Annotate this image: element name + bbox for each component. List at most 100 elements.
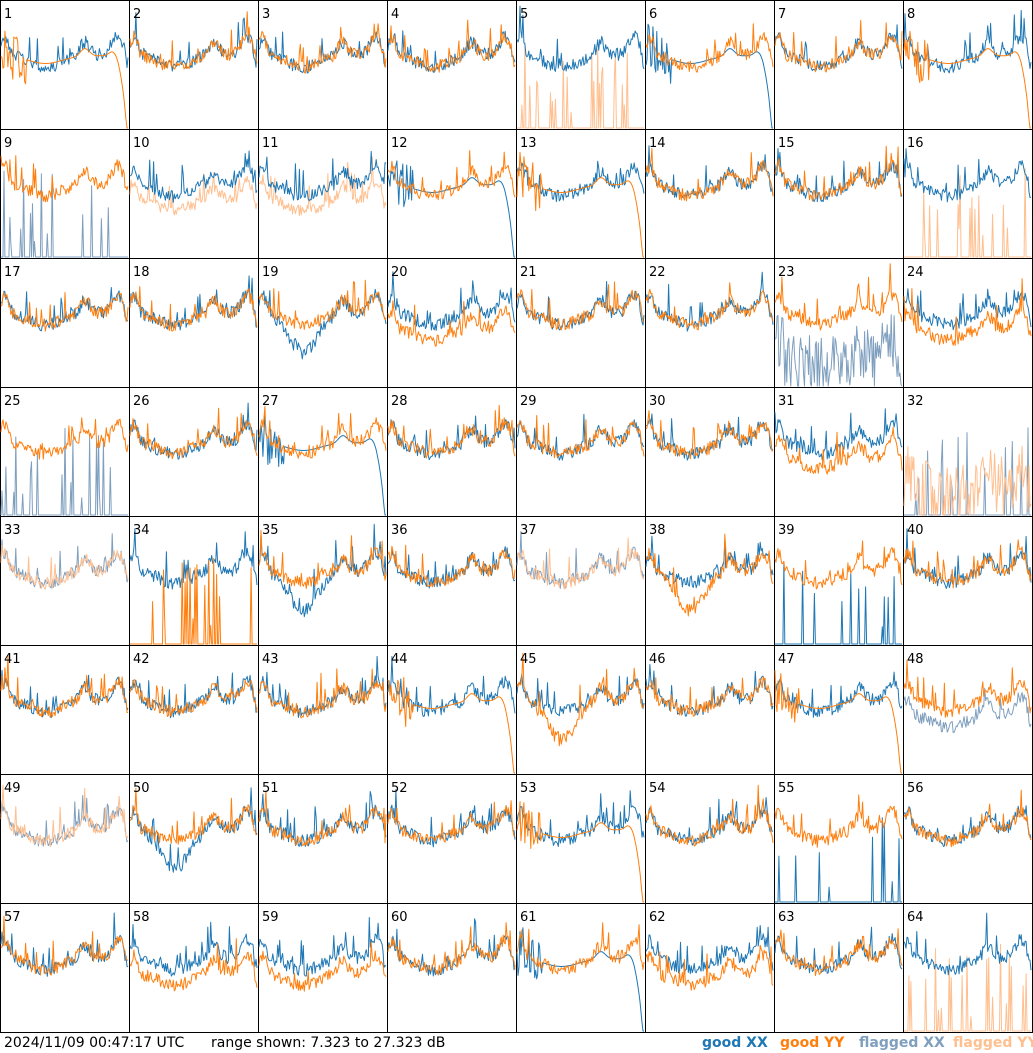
panel-13: 13	[516, 129, 646, 259]
panel-label: 20	[391, 265, 408, 280]
series-yy-good	[387, 300, 516, 347]
series-yy-good	[774, 145, 903, 202]
series-yy-good	[258, 941, 387, 992]
series-xx-good	[903, 148, 1032, 203]
series-yy-good	[258, 23, 387, 74]
panel-label: 60	[391, 910, 408, 925]
series-yy-good	[645, 23, 774, 73]
footer: 2024/11/09 00:47:17 UTC range shown: 7.3…	[0, 1033, 1033, 1053]
series-yy-good	[258, 790, 387, 846]
series-yy-good	[0, 417, 129, 460]
series-yy-good	[903, 789, 1032, 848]
panel-label: 38	[649, 523, 666, 538]
panel-frame	[645, 258, 775, 388]
panel-label: 4	[391, 7, 399, 22]
panel-label: 49	[4, 781, 21, 796]
range-shown: range shown: 7.323 to 27.323 dB	[211, 1035, 446, 1051]
panel-label: 55	[778, 781, 795, 796]
panel-frame	[645, 129, 775, 259]
series-yy-good	[387, 800, 516, 844]
series-yy-good	[129, 11, 258, 71]
series-xx-good	[645, 145, 774, 200]
panel-frame	[387, 387, 517, 517]
panel-55: 55	[774, 774, 904, 904]
series-yy-flagged	[516, 537, 645, 590]
panel-label: 27	[262, 394, 279, 409]
series-xx-good	[645, 271, 774, 332]
series-yy-good	[130, 557, 257, 645]
panel-label: 23	[778, 265, 795, 280]
series-xx-good	[129, 402, 258, 460]
series-xx-good	[258, 150, 387, 202]
panel-62: 62	[645, 903, 775, 1033]
series-yy-good	[129, 407, 258, 460]
panel-39: 39	[774, 516, 904, 646]
panel-label: 37	[520, 523, 537, 538]
panel-frame	[258, 516, 388, 646]
panel-8: 8	[903, 0, 1033, 130]
series-yy-good	[645, 410, 774, 460]
series-xx-good	[258, 523, 387, 618]
series-xx-flagged	[1, 170, 128, 258]
panel-frame	[387, 0, 517, 130]
panel-label: 32	[907, 394, 924, 409]
panel-frame	[645, 387, 775, 517]
panel-label: 5	[520, 7, 528, 22]
series-yy-good	[774, 263, 903, 331]
series-yy-good	[774, 670, 902, 774]
series-yy-good	[0, 915, 129, 976]
panel-54: 54	[645, 774, 775, 904]
panel-45: 45	[516, 645, 646, 775]
series-yy-flagged	[903, 445, 1032, 516]
panel-label: 57	[4, 910, 21, 925]
panel-49: 49	[0, 774, 130, 904]
panel-43: 43	[258, 645, 388, 775]
series-xx-good	[775, 561, 902, 645]
panel-64: 64	[903, 903, 1033, 1033]
panel-label: 46	[649, 652, 666, 667]
series-xx-flagged	[0, 428, 128, 516]
panel-frame	[516, 129, 646, 259]
panel-35: 35	[258, 516, 388, 646]
panel-12: 12	[387, 129, 517, 259]
series-yy-good	[129, 938, 258, 992]
series-xx-good	[387, 918, 516, 977]
panel-36: 36	[387, 516, 517, 646]
panel-1: 1	[0, 0, 130, 130]
panel-label: 63	[778, 910, 795, 925]
panel-label: 17	[4, 265, 21, 280]
timestamp: 2024/11/09 00:47:17 UTC	[4, 1035, 185, 1051]
series-xx-good	[387, 546, 516, 589]
panel-37: 37	[516, 516, 646, 646]
panel-label: 48	[907, 652, 924, 667]
series-yy-good	[516, 281, 645, 331]
legend-flagged-yy: flagged YY	[953, 1035, 1033, 1051]
panel-frame	[258, 903, 388, 1033]
panel-frame	[774, 516, 904, 646]
series-yy-good	[387, 150, 516, 201]
panel-label: 25	[4, 394, 21, 409]
series-yy-good	[774, 540, 903, 590]
panel-label: 42	[133, 652, 150, 667]
panel-label: 50	[133, 781, 150, 796]
panel-frame	[645, 0, 775, 130]
series-yy-good	[0, 155, 129, 203]
panel-label: 15	[778, 136, 795, 151]
legend-good-yy: good YY	[780, 1035, 845, 1051]
series-yy-good	[903, 659, 1032, 718]
series-yy-flagged	[0, 784, 129, 848]
panel-label: 6	[649, 7, 657, 22]
legend-good-xx: good XX	[702, 1035, 768, 1051]
panel-frame	[774, 0, 904, 130]
panel-label: 7	[778, 7, 786, 22]
panel-34: 34	[129, 516, 259, 646]
series-yy-good	[387, 922, 516, 976]
panel-61: 61	[516, 903, 646, 1033]
panel-frame	[258, 0, 388, 130]
panel-label: 61	[520, 910, 537, 925]
panel-frame	[516, 387, 646, 517]
series-yy-good	[387, 404, 516, 459]
series-yy-good	[645, 676, 774, 717]
panel-label: 28	[391, 394, 408, 409]
